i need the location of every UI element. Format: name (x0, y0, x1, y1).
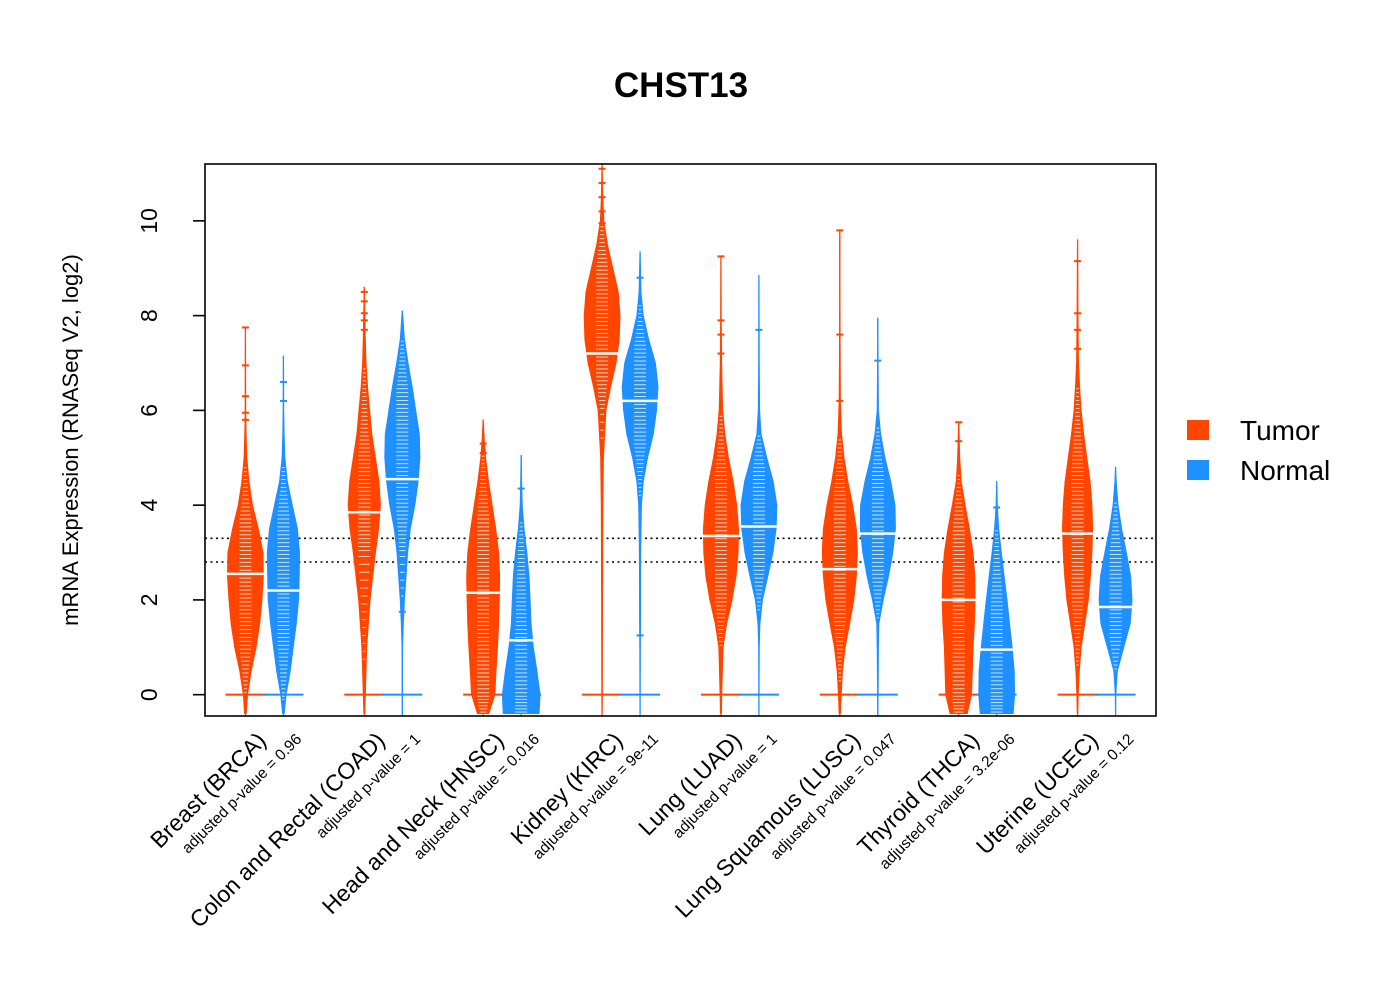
violin-tumor-3-sample-ticks (477, 452, 490, 713)
y-tick-label: 6 (136, 404, 162, 417)
violin-normal-3-sample-ticks (515, 522, 528, 713)
y-tick-label: 8 (136, 309, 162, 322)
legend-swatch-tumor (1187, 420, 1209, 440)
violin-normal-8 (1095, 466, 1136, 716)
chart-title: CHST13 (614, 66, 748, 105)
violin-normal-4-body (621, 251, 659, 714)
violin-normal-8-sample-ticks (1109, 502, 1122, 670)
violin-tumor-4-body (583, 164, 621, 714)
violin-tumor-4 (582, 164, 623, 716)
violin-normal-2 (382, 310, 423, 716)
legend-label-normal: Normal (1240, 455, 1330, 486)
violin-tumor-8-sample-ticks (1071, 388, 1084, 666)
violin-normal-1 (263, 355, 304, 716)
violin-tumor-3 (463, 419, 504, 716)
plot-area (204, 163, 1157, 717)
legend-swatch-normal (1187, 460, 1209, 480)
violin-normal-7-sample-ticks (990, 530, 1003, 713)
violin-normal-2-sample-ticks (396, 340, 409, 597)
violin-normal-5-body (740, 274, 778, 714)
violin-normal-7 (976, 481, 1017, 716)
violin-tumor-8 (1057, 239, 1098, 716)
violin-tumor-1-sample-ticks (239, 467, 252, 694)
violin-normal-4 (620, 251, 661, 716)
violin-tumor-5-sample-ticks (714, 415, 727, 646)
violin-normal-2-body (384, 310, 421, 714)
violin-tumor-6 (819, 229, 860, 716)
violin-normal-4-sample-ticks (634, 305, 647, 496)
violin-normal-3 (501, 455, 542, 716)
y-axis-label: mRNA Expression (RNASeq V2, log2) (58, 254, 83, 626)
violin-normal-5 (738, 274, 779, 716)
violin-normal-1-sample-ticks (277, 467, 290, 700)
violin-tumor-6-sample-ticks (833, 439, 846, 682)
violin-tumor-2-body (347, 286, 381, 714)
violin-normal-6-body (859, 317, 896, 714)
y-tick-label: 0 (136, 688, 162, 701)
violin-tumor-7 (938, 421, 979, 716)
violin-tumor-1 (225, 326, 266, 716)
violin-normal-6 (857, 317, 898, 716)
y-tick-label: 10 (136, 208, 162, 234)
y-tick-label: 2 (136, 594, 162, 607)
y-axis: 0 2 4 6 8 10 (136, 208, 205, 701)
y-tick-label: 4 (136, 499, 162, 512)
violin-normal-6-sample-ticks (871, 427, 884, 619)
violin-tumor-7-sample-ticks (952, 475, 965, 713)
legend: Tumor Normal (1187, 415, 1330, 486)
violin-tumor-5 (700, 255, 741, 716)
violins (205, 164, 1156, 716)
plot-frame (204, 163, 1157, 717)
violin-tumor-7-body (941, 421, 976, 714)
violin-normal-3-body (501, 455, 541, 714)
violin-tumor-2-sample-ticks (358, 368, 371, 660)
legend-label-tumor: Tumor (1240, 415, 1320, 446)
violin-tumor-2 (344, 286, 385, 716)
x-axis-labels: Breast (BRCA)adjusted p-value = 0.96Colo… (145, 727, 1137, 932)
violin-tumor-8-body (1061, 239, 1094, 714)
violin-tumor-1-body (226, 327, 264, 714)
